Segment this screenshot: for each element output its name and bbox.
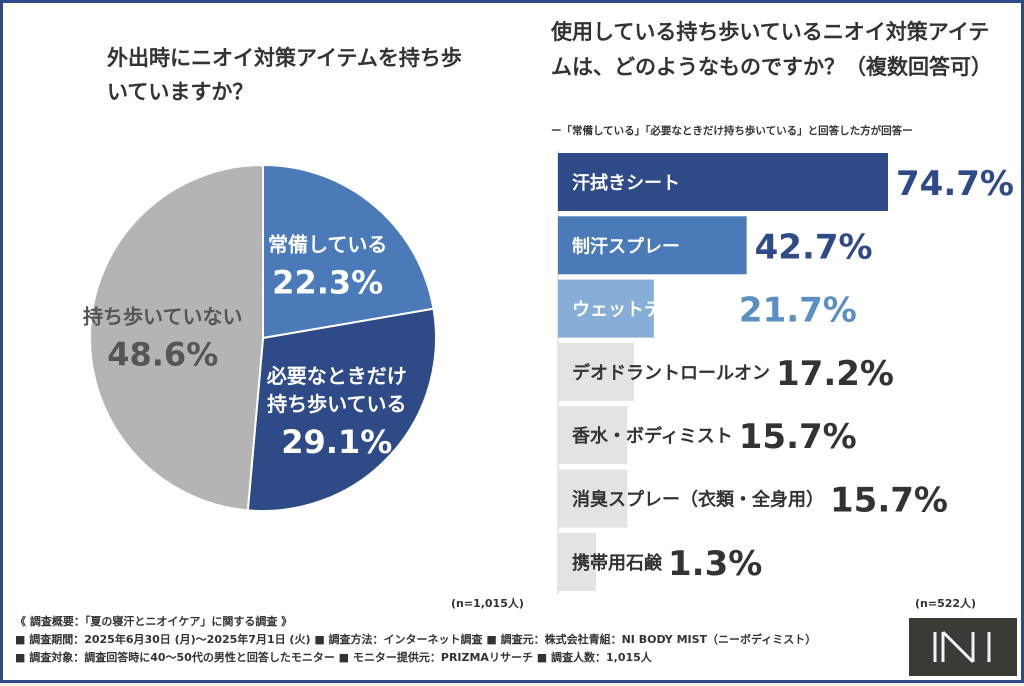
bar-chart-title: 使用している持ち歩いているニオイ対策アイテムは、どのようなものですか？（複数回答… (551, 20, 992, 79)
survey-summary-period: ■ 調査期間：2025年6月30日 (月)〜2025年7月1日 (火) ■ 調査… (15, 633, 817, 646)
bar-category-label: 香水・ボディミスト (571, 425, 733, 447)
ni-logo-icon (933, 630, 991, 664)
pie-slice (89, 163, 264, 512)
bar (558, 279, 654, 338)
bar (558, 342, 634, 401)
survey-summary-target: ■ 調査対象：調査回答時に40〜50代の男性と回答したモニター ■ モニター提供… (15, 651, 652, 664)
pie-slice-value: 22.3% (272, 263, 383, 301)
bar-category-label: デオドラントロールオン (572, 362, 770, 384)
pie-slice-label: 常備している (268, 232, 387, 256)
pie-slice-label: 必要なときだけ持ち歩いている (266, 364, 407, 416)
pie-sample-size: (n=1,015人) (451, 597, 524, 610)
pie-chart: 常備している 22.3% 必要なときだけ持ち歩いている 29.1% 持ち歩いていない 48… (83, 163, 437, 512)
bar-category-label: 汗拭きシート (572, 172, 680, 194)
brand-logo (909, 618, 1017, 676)
pie-slice-value: 29.1% (281, 423, 392, 461)
bar-value-label: 15.7% (830, 481, 948, 521)
bar-value-label: 15.7% (739, 417, 857, 457)
bar-value-label: 42.7% (755, 227, 873, 267)
bar-value-label: 21.7% (739, 291, 857, 331)
bar (558, 216, 747, 275)
bar-value-label: 1.3% (668, 544, 762, 584)
pie-slice-value: 48.6% (107, 336, 218, 374)
pie-slice-label: 持ち歩いていない (83, 305, 242, 329)
bar (558, 153, 888, 211)
survey-summary: 《 調査概要：「夏の寝汗とニオイケア」に関する調査 》 ■ 調査期間：2025年… (15, 613, 816, 667)
bar-sample-size: (n=522人) (915, 597, 977, 610)
pie-chart-title: 外出時にニオイ対策アイテムを持ち歩いていますか？ (107, 46, 462, 104)
bar-value-label: 74.7% (896, 164, 1014, 204)
bar (558, 532, 596, 591)
bar-category-label: 携帯用石鹸 (572, 552, 663, 574)
bar (558, 406, 628, 465)
bar-category-label: ウェットティッシュ (572, 300, 733, 321)
bar-category-label: 制汗スプレー (572, 235, 680, 257)
pie-slice (246, 307, 437, 512)
survey-summary-title: 《 調査概要：「夏の寝汗とニオイケア」に関する調査 》 (15, 615, 293, 628)
bar-value-label: 17.2% (776, 354, 894, 394)
pie-slice (262, 163, 435, 340)
bar-category-label: 消臭スプレー（衣類・全身用） (572, 489, 824, 511)
bar-chart-subnote: ー「常備している」「必要なときだけ持ち歩いている」と回答した方が回答ー (551, 125, 913, 137)
bar-chart: 汗拭きシート 74.7% 制汗スプレー 42.7% ウェットティッシュ 21.7% デオドラ… (557, 151, 1014, 595)
bar (558, 469, 628, 528)
